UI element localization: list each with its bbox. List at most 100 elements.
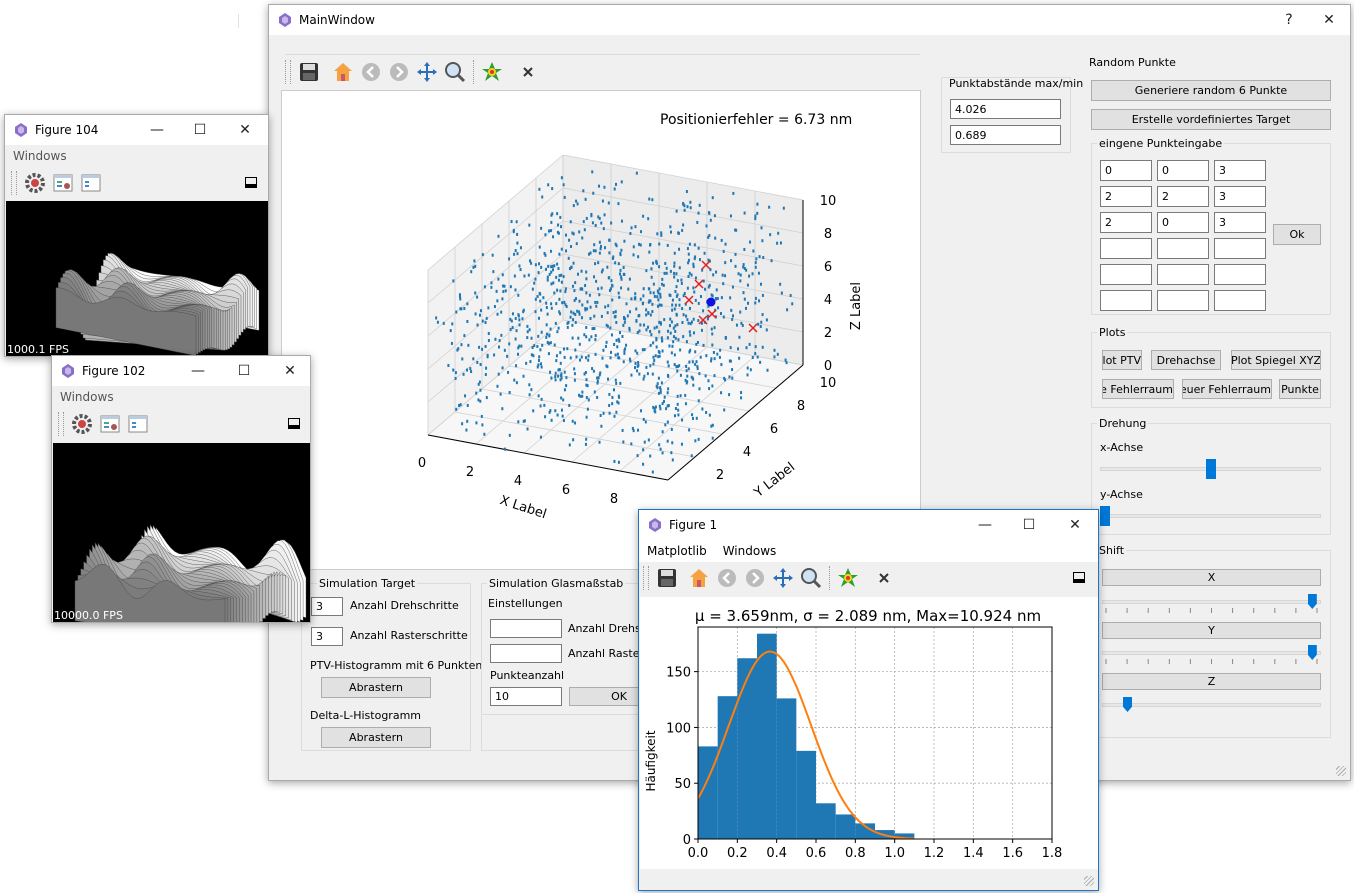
windows-menu[interactable]: Windows	[722, 544, 777, 558]
create-target-button[interactable]: Erstelle vordefiniertes Target	[1091, 109, 1331, 130]
abrastern-button-2[interactable]: Abrastern	[321, 727, 431, 748]
windows-menu[interactable]: Windows	[13, 149, 67, 163]
min-distance-input[interactable]: 0.689	[950, 125, 1061, 145]
zoom-icon[interactable]	[441, 58, 469, 86]
point-input-r3-c0[interactable]	[1100, 238, 1152, 259]
rasterschritte-input[interactable]: 3	[311, 627, 343, 646]
close-button[interactable]: ✕	[1069, 517, 1081, 533]
point-input-r4-c2[interactable]	[1214, 264, 1266, 285]
figure102-titlebar[interactable]: Figure 102	[52, 356, 310, 386]
maximize-button[interactable]: ☐	[237, 363, 251, 379]
windows-menu[interactable]: Windows	[60, 390, 114, 404]
dock-icon[interactable]	[288, 418, 300, 429]
shift-z-slider-handle[interactable]	[1123, 697, 1132, 712]
forward-icon[interactable]	[385, 58, 413, 86]
close-button[interactable]: ✕	[239, 122, 251, 138]
punkte-button[interactable]: Punkte	[1279, 379, 1321, 399]
pan-icon[interactable]	[413, 58, 441, 86]
zeige-fehlerraum-button[interactable]: Zeige Fehlerraum	[1102, 379, 1174, 399]
point-input-r5-c1[interactable]	[1157, 290, 1209, 311]
resize-grip-icon[interactable]	[1084, 876, 1094, 886]
maximize-button[interactable]: ☐	[1022, 517, 1036, 533]
properties-icon[interactable]	[96, 410, 124, 438]
matplotlib-menu[interactable]: Matplotlib	[647, 544, 707, 558]
abrastern-button-1[interactable]: Abrastern	[321, 677, 431, 698]
shift-y-slider-track[interactable]	[1102, 651, 1321, 655]
layout-icon[interactable]	[77, 169, 105, 197]
point-input-r1-c2[interactable]: 3	[1214, 186, 1266, 207]
properties-icon[interactable]	[49, 169, 77, 197]
minimize-button[interactable]: —	[191, 363, 205, 379]
plot-spiegel-button[interactable]: Plot Spiegel XYZ	[1231, 350, 1321, 370]
layout-icon[interactable]	[124, 410, 152, 438]
dock-icon[interactable]	[1073, 572, 1085, 583]
resize-grip-icon[interactable]	[1336, 766, 1346, 776]
configure-subplots-icon[interactable]	[834, 564, 862, 592]
point-input-r2-c0[interactable]: 2	[1100, 212, 1152, 233]
shift-z-slider-track[interactable]	[1102, 703, 1321, 707]
close-button[interactable]: ✕	[284, 363, 296, 379]
y-achse-slider-track[interactable]	[1100, 514, 1321, 518]
figure104-canvas[interactable]: 1000.1 FPS	[6, 201, 268, 356]
shift-x-slider-track[interactable]	[1102, 600, 1321, 604]
figure102-canvas[interactable]: 10000.0 FPS	[53, 443, 310, 622]
point-input-r1-c1[interactable]: 2	[1157, 186, 1209, 207]
figure104-titlebar[interactable]: Figure 104	[5, 115, 268, 145]
close-small-icon[interactable]	[514, 58, 542, 86]
point-input-r5-c2[interactable]	[1214, 290, 1266, 311]
generate-random-button[interactable]: Generiere random 6 Punkte	[1091, 80, 1331, 101]
point-input-r0-c0[interactable]: 0	[1100, 160, 1152, 181]
zoom-icon[interactable]	[797, 564, 825, 592]
point-input-r0-c1[interactable]: 0	[1157, 160, 1209, 181]
drehachse-button[interactable]: Drehachse	[1151, 350, 1221, 370]
point-input-r0-c2[interactable]: 3	[1214, 160, 1266, 181]
y-achse-slider-handle[interactable]	[1100, 506, 1110, 526]
pan-icon[interactable]	[769, 564, 797, 592]
scatter-point	[499, 392, 502, 396]
minimize-button[interactable]: —	[978, 517, 992, 533]
close-small-icon[interactable]	[870, 564, 898, 592]
scatter-point	[724, 242, 727, 246]
figure1-titlebar[interactable]: Figure 1	[639, 510, 1098, 540]
point-input-r4-c1[interactable]	[1157, 264, 1209, 285]
save-icon[interactable]	[295, 58, 323, 86]
forward-icon[interactable]	[741, 564, 769, 592]
configure-subplots-icon[interactable]	[478, 58, 506, 86]
help-button[interactable]: ?	[1285, 12, 1293, 28]
neuer-fehlerraum-button[interactable]: Neuer Fehlerraum	[1182, 379, 1272, 399]
back-icon[interactable]	[713, 564, 741, 592]
point-input-r1-c0[interactable]: 2	[1100, 186, 1152, 207]
minimize-button[interactable]: —	[150, 122, 164, 138]
plot-3d-canvas[interactable]: Positionierfehler = 6.73 nm X Label Y La…	[281, 90, 921, 570]
home-icon[interactable]	[685, 564, 713, 592]
point-input-r4-c0[interactable]	[1100, 264, 1152, 285]
shift-y-button[interactable]: Y	[1102, 622, 1321, 639]
point-input-r5-c0[interactable]	[1100, 290, 1152, 311]
shift-x-button[interactable]: X	[1102, 569, 1321, 586]
x-achse-slider-handle[interactable]	[1205, 459, 1216, 479]
shift-x-slider-handle[interactable]	[1307, 594, 1317, 609]
glas-drehschritte-input[interactable]	[490, 619, 562, 638]
maximize-button[interactable]: ☐	[193, 122, 207, 138]
point-input-r2-c2[interactable]: 3	[1214, 212, 1266, 233]
shift-y-slider-handle[interactable]	[1307, 645, 1317, 660]
glas-raster-input[interactable]	[490, 644, 562, 663]
histogram-canvas[interactable]: 0.0 0.2 0.4 0.6 0.8 1.0 1.2 1.4 1.6 1.8 0 50 100 150 …	[640, 597, 1098, 869]
point-input-r3-c1[interactable]	[1157, 238, 1209, 259]
points-ok-button[interactable]: Ok	[1273, 224, 1321, 245]
gear-icon[interactable]	[21, 169, 49, 197]
point-input-r2-c1[interactable]: 0	[1157, 212, 1209, 233]
close-button[interactable]: ✕	[1323, 12, 1335, 28]
home-icon[interactable]	[329, 58, 357, 86]
shift-z-button[interactable]: Z	[1102, 673, 1321, 690]
main-titlebar[interactable]: MainWindow	[269, 5, 1350, 35]
punkteanzahl-input[interactable]: 10	[490, 687, 562, 706]
back-icon[interactable]	[357, 58, 385, 86]
max-distance-input[interactable]: 4.026	[950, 99, 1061, 119]
dock-icon[interactable]	[245, 177, 257, 188]
save-icon[interactable]	[653, 564, 681, 592]
plot-ptv-button[interactable]: Plot PTV	[1102, 350, 1142, 370]
drehschritte-input[interactable]: 3	[311, 597, 343, 616]
gear-icon[interactable]	[68, 410, 96, 438]
point-input-r3-c2[interactable]	[1214, 238, 1266, 259]
